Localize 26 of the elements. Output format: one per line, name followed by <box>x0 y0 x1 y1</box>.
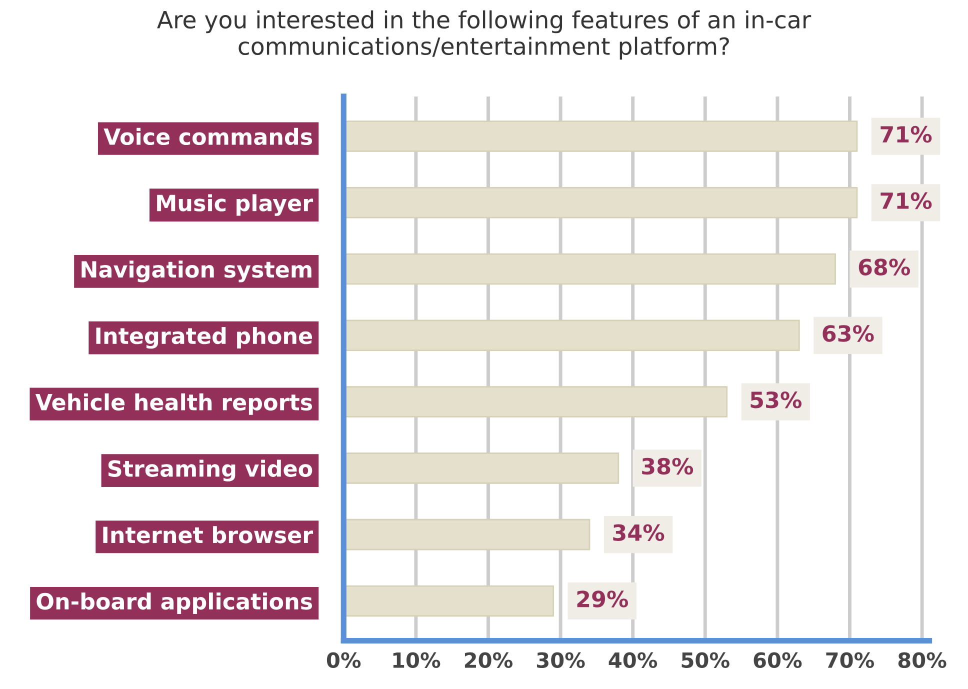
y-tick-label: Streaming video <box>108 460 312 482</box>
y-tick-label: Internet browser <box>103 526 314 544</box>
chart-title: Are you interested in the following features of an in-car communications/entertainment platform? <box>157 10 812 60</box>
y-tick-label: Integrated phone <box>96 326 312 349</box>
data-label: 38% <box>642 458 694 475</box>
x-tick-label: 40% <box>608 652 658 668</box>
y-tick-label: Voice commands <box>104 128 312 146</box>
data-label: 53% <box>750 391 802 408</box>
x-tick-label: 70% <box>826 652 874 668</box>
x-tick-label: 20% <box>464 652 513 668</box>
data-label: 63% <box>822 325 874 342</box>
data-label: 29% <box>577 590 628 608</box>
x-tick-label: 0% <box>326 652 361 668</box>
data-label: 71% <box>880 126 932 143</box>
data-label: 68% <box>858 258 910 276</box>
data-label: 34% <box>613 524 664 542</box>
x-tick-label: 30% <box>537 652 585 668</box>
x-tick-label: 80% <box>898 652 946 668</box>
x-tick-label: 60% <box>754 652 802 668</box>
y-tick-label: Music player <box>157 194 314 216</box>
y-tick-label: On-board applications <box>36 592 312 614</box>
y-tick-label: Navigation system <box>82 260 312 282</box>
x-tick-label: 10% <box>393 652 440 668</box>
x-tick-label: 50% <box>682 652 730 668</box>
data-label: 71% <box>880 192 932 210</box>
y-tick-label: Vehicle health reports <box>35 393 312 415</box>
